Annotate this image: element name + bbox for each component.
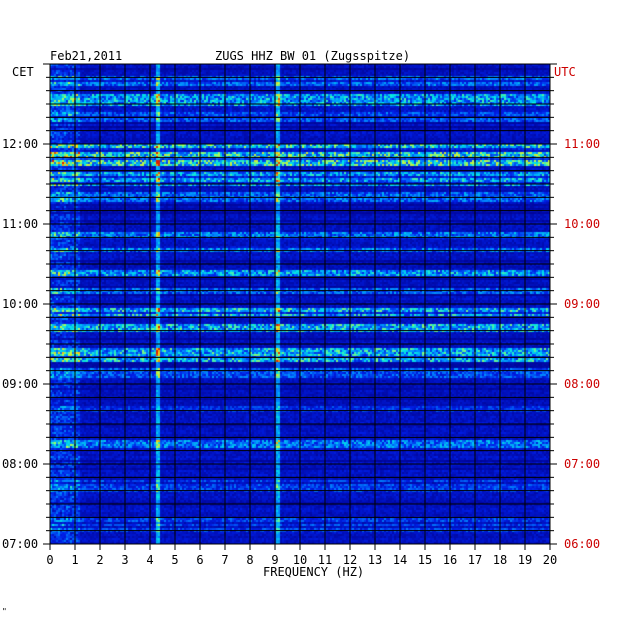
- x-tick-label: 4: [146, 553, 154, 567]
- x-tick-label: 8: [246, 553, 254, 567]
- x-tick-label: 12: [342, 553, 358, 567]
- utc-tick-label: 10:00: [564, 217, 601, 231]
- cet-tick-label: 12:00: [2, 137, 39, 151]
- x-tick-label: 2: [96, 553, 104, 567]
- x-tick-label: 19: [517, 553, 533, 567]
- x-tick-label: 7: [221, 553, 229, 567]
- utc-tick-label: 11:00: [564, 137, 601, 151]
- x-tick-label: 11: [317, 553, 333, 567]
- utc-tick-label: 07:00: [564, 457, 601, 471]
- x-tick-label: 20: [542, 553, 558, 567]
- x-tick-label: 13: [367, 553, 383, 567]
- date-label: Feb21,2011: [50, 49, 123, 63]
- x-tick-label: 16: [442, 553, 458, 567]
- x-tick-label: 0: [46, 553, 54, 567]
- x-tick-label: 6: [196, 553, 204, 567]
- x-tick-label: 5: [171, 553, 179, 567]
- utc-tick-label: 06:00: [564, 537, 601, 551]
- utc-tick-label: 09:00: [564, 297, 601, 311]
- cet-tick-label: 10:00: [2, 297, 39, 311]
- x-tick-label: 18: [492, 553, 508, 567]
- x-tick-label: 9: [271, 553, 279, 567]
- chart-title: ZUGS HHZ BW 01 (Zugsspitze): [215, 49, 411, 63]
- x-tick-label: 17: [467, 553, 483, 567]
- x-tick-label: 10: [292, 553, 308, 567]
- cet-tick-label: 08:00: [2, 457, 39, 471]
- utc-tick-label: 08:00: [564, 377, 601, 391]
- x-tick-label: 15: [417, 553, 433, 567]
- x-tick-label: 14: [392, 553, 408, 567]
- cet-label: CET: [12, 65, 34, 79]
- x-tick-label: 1: [71, 553, 79, 567]
- plot-frame: [49, 63, 551, 545]
- x-axis-title: FREQUENCY (HZ): [263, 565, 365, 579]
- footer-mark: ": [2, 607, 7, 616]
- cet-tick-label: 09:00: [2, 377, 39, 391]
- cet-tick-label: 11:00: [2, 217, 39, 231]
- x-tick-label: 3: [121, 553, 129, 567]
- cet-tick-label: 07:00: [2, 537, 39, 551]
- utc-label: UTC: [554, 65, 576, 79]
